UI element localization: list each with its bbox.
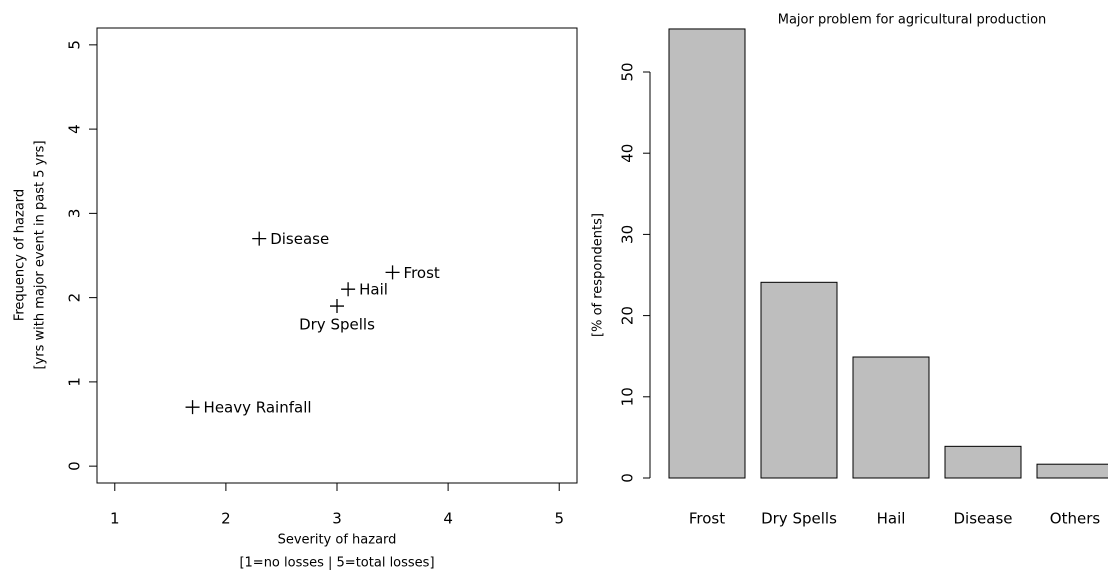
y-tick-label: 20 (619, 306, 637, 325)
point (341, 282, 356, 297)
point-label: Disease (270, 230, 329, 248)
y-tick-label: 50 (619, 62, 637, 81)
point (185, 400, 200, 415)
x-tick-label: 4 (443, 510, 453, 528)
x-tick-label: 1 (110, 510, 120, 528)
y-tick-label: 1 (66, 377, 84, 387)
y-tick-label: 40 (619, 144, 637, 163)
x-tick-label: 3 (332, 510, 342, 528)
point-label: Hail (359, 281, 388, 299)
x-tick-label: Dry Spells (761, 510, 837, 528)
x-axis-label: Severity of hazard (278, 533, 397, 548)
point (330, 299, 344, 314)
point (385, 265, 400, 280)
x-axis-label: [1=no losses | 5=total losses] (239, 556, 434, 571)
point-label: Frost (404, 264, 440, 282)
x-tick-label: Frost (689, 510, 725, 528)
y-axis-label: [yrs with major event in past 5 yrs] (33, 140, 48, 369)
y-tick-label: 4 (66, 124, 84, 134)
point-label: Dry Spells (299, 316, 375, 334)
y-axis-label: Frequency of hazard (13, 189, 28, 321)
x-tick-label: Disease (954, 510, 1013, 528)
y-tick-label: 3 (66, 209, 84, 219)
y-tick-label: 10 (619, 387, 637, 406)
bar (944, 445, 1022, 479)
y-axis-label: [% of respondents] (591, 213, 606, 337)
bar (852, 356, 930, 479)
x-tick-label: 2 (221, 510, 231, 528)
plot-box (96, 27, 578, 484)
x-tick-label: Hail (877, 510, 906, 528)
y-tick-label: 2 (66, 293, 84, 303)
y-tick-label: 5 (66, 40, 84, 50)
bar (1036, 463, 1108, 479)
y-tick-label: 0 (66, 461, 84, 471)
y-tick-label: 0 (619, 473, 637, 483)
y-tick-label: 30 (619, 225, 637, 244)
point-label: Heavy Rainfall (204, 399, 312, 417)
x-tick-label: Others (1050, 510, 1101, 528)
x-tick-label: 5 (554, 510, 564, 528)
bar (760, 281, 838, 479)
point (252, 231, 267, 246)
chart-title: Major problem for agricultural productio… (778, 13, 1047, 28)
bar (668, 28, 746, 479)
